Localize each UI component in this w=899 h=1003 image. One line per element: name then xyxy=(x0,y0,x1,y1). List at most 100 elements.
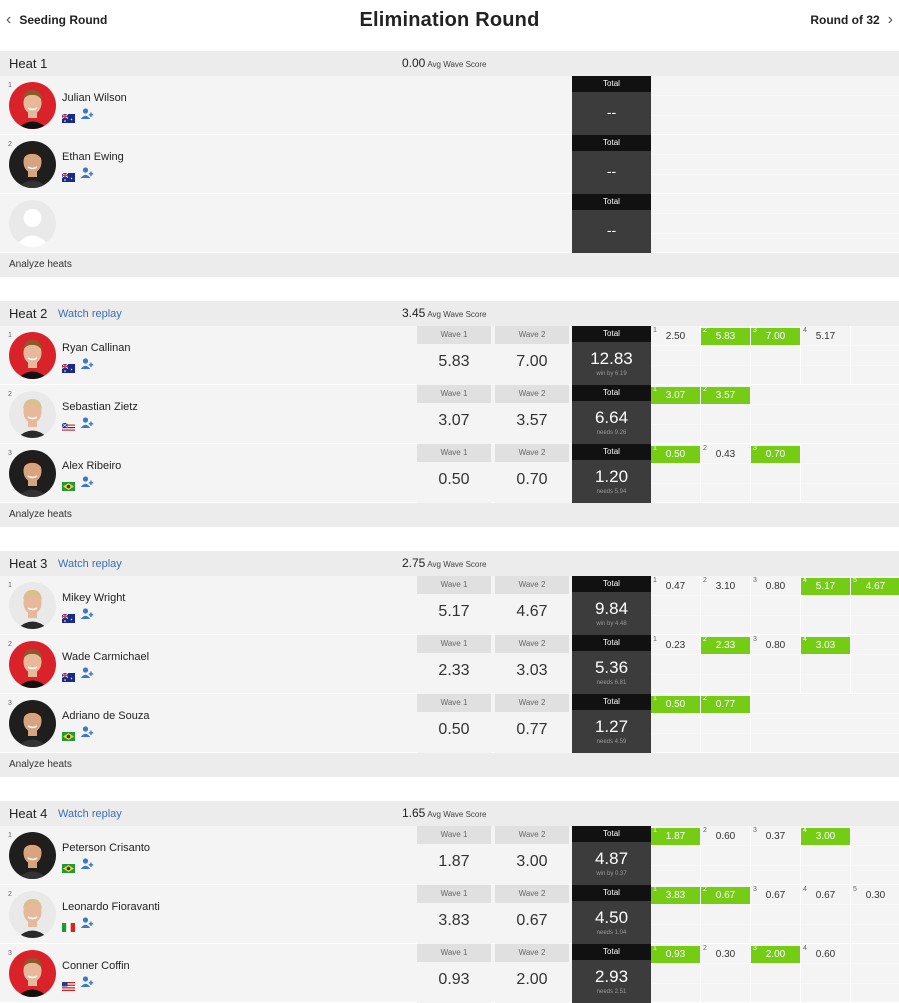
wave-cell[interactable]: 4.67 5 xyxy=(851,576,899,635)
wave-cell[interactable]: 0.43 2 xyxy=(701,444,751,503)
total-note: needs 2.51 xyxy=(596,989,627,995)
wave-cell[interactable]: 0.67 2 xyxy=(701,885,751,944)
total-value: 1.20 xyxy=(594,467,629,486)
surfer-name[interactable]: Ryan Callinan xyxy=(62,342,131,354)
wave-2-score: Wave 2 0.77 xyxy=(495,694,569,753)
add-person-icon[interactable] xyxy=(80,916,94,930)
wave-cell[interactable]: 0.37 3 xyxy=(751,826,801,885)
watch-replay-link[interactable]: Watch replay xyxy=(58,808,122,820)
surfer-name[interactable]: Wade Carmichael xyxy=(62,651,150,663)
wave-score: 3.83 xyxy=(651,887,700,904)
surfer-row[interactable]: 1 Julian Wilson Total -- xyxy=(0,76,899,135)
add-person-icon[interactable] xyxy=(80,166,94,180)
wave-cell[interactable]: 0.23 1 xyxy=(651,635,701,694)
surfer-name[interactable]: Adriano de Souza xyxy=(62,710,150,722)
surfer-row[interactable]: 1 Mikey Wright Wave 1 5.17 Wave 2 4.67 Total 9.… xyxy=(0,576,899,635)
total-note: needs 6.81 xyxy=(596,680,627,686)
wave-cell[interactable]: 5.17 4 xyxy=(801,326,851,385)
country-flag-icon xyxy=(62,860,75,873)
wave-cell[interactable]: 0.93 1 xyxy=(651,944,701,1003)
surfer-row[interactable]: 3 Conner Coffin Wave 1 0.93 Wave 2 2.00 Total 2… xyxy=(0,944,899,1003)
wave-cell[interactable]: 0.67 4 xyxy=(801,885,851,944)
total-score: Total 6.64 needs 9.26 xyxy=(572,385,651,444)
surfer-name[interactable]: Mikey Wright xyxy=(62,592,126,604)
wave-cell[interactable]: 3.07 1 xyxy=(651,385,701,444)
wave-grid xyxy=(651,135,899,194)
wave-cell[interactable]: 0.60 4 xyxy=(801,944,851,1003)
watch-replay-link[interactable]: Watch replay xyxy=(58,308,122,320)
wave-score: 5.17 xyxy=(801,578,850,595)
wave-number: 4 xyxy=(803,577,807,584)
country-flag-icon xyxy=(62,919,75,932)
wave-2-value: 7.00 xyxy=(516,353,548,370)
next-round-link[interactable]: Round of 32 › xyxy=(810,12,893,28)
wave-cell[interactable]: 1.87 1 xyxy=(651,826,701,885)
add-person-icon[interactable] xyxy=(80,475,94,489)
surfer-row[interactable]: 2 Leonardo Fioravanti Wave 1 3.83 Wave 2 0.67… xyxy=(0,885,899,944)
surfer-row[interactable]: 2 Ethan Ewing Total -- xyxy=(0,135,899,194)
wave-number: 2 xyxy=(703,945,707,952)
wave-score: 3.57 xyxy=(701,387,750,404)
wave-cell[interactable]: 0.80 3 xyxy=(751,576,801,635)
wave-1-score: Wave 1 3.07 xyxy=(417,385,491,444)
surfer-row[interactable]: Total -- xyxy=(0,194,899,253)
wave-cell[interactable]: 3.10 2 xyxy=(701,576,751,635)
wave-cell[interactable]: 0.70 3 xyxy=(751,444,801,503)
add-person-icon[interactable] xyxy=(80,107,94,121)
surfer-name[interactable]: Conner Coffin xyxy=(62,960,130,972)
wave-cell[interactable]: 0.77 2 xyxy=(701,694,751,753)
wave-cell[interactable]: 0.80 3 xyxy=(751,635,801,694)
surfer-name[interactable]: Alex Ribeiro xyxy=(62,460,122,472)
wave-2-value: 3.03 xyxy=(516,662,548,679)
wave-cell[interactable]: 3.03 4 xyxy=(801,635,851,694)
wave-2-value: 0.70 xyxy=(516,471,548,488)
surfer-name[interactable]: Leonardo Fioravanti xyxy=(62,901,160,913)
add-person-icon[interactable] xyxy=(80,666,94,680)
wave-cell[interactable]: 0.47 1 xyxy=(651,576,701,635)
watch-replay-link[interactable]: Watch replay xyxy=(58,558,122,570)
wave-cell[interactable]: 0.60 2 xyxy=(701,826,751,885)
wave-cell[interactable]: 3.57 2 xyxy=(701,385,751,444)
add-person-icon[interactable] xyxy=(80,607,94,621)
wave-cell[interactable]: 2.00 3 xyxy=(751,944,801,1003)
surfer-row[interactable]: 1 Ryan Callinan Wave 1 5.83 Wave 2 7.00 Total 1… xyxy=(0,326,899,385)
wave-cell[interactable]: 7.00 3 xyxy=(751,326,801,385)
analyze-heats-link[interactable]: Analyze heats xyxy=(0,253,899,277)
wave-cell[interactable]: 2.33 2 xyxy=(701,635,751,694)
wave-cell[interactable]: 0.30 5 xyxy=(851,885,899,944)
prev-round-link[interactable]: ‹ Seeding Round xyxy=(6,12,107,28)
wave-cell[interactable]: 5.83 2 xyxy=(701,326,751,385)
add-person-icon[interactable] xyxy=(80,857,94,871)
wave-score: 1.87 xyxy=(651,828,700,845)
wave-cell[interactable]: 0.67 3 xyxy=(751,885,801,944)
wave-number: 2 xyxy=(703,327,707,334)
wave-cell[interactable]: 5.17 4 xyxy=(801,576,851,635)
surfer-row[interactable]: 2 Sebastian Zietz Wave 1 3.07 Wave 2 3.57 Tota… xyxy=(0,385,899,444)
add-person-icon[interactable] xyxy=(80,725,94,739)
add-person-icon[interactable] xyxy=(80,416,94,430)
wave-cell[interactable]: 0.30 2 xyxy=(701,944,751,1003)
add-person-icon[interactable] xyxy=(80,975,94,989)
wave-1-value: 5.83 xyxy=(438,353,470,370)
surfer-row[interactable]: 3 Alex Ribeiro Wave 1 0.50 Wave 2 0.70 Total 1.… xyxy=(0,444,899,503)
heat-header: Heat 4 Watch replay 1.65 Avg Wave Score xyxy=(0,801,899,826)
wave-2-value: 3.57 xyxy=(516,412,548,429)
wave-cell[interactable]: 3.83 1 xyxy=(651,885,701,944)
surfer-row[interactable]: 2 Wade Carmichael Wave 1 2.33 Wave 2 3.03 Tota… xyxy=(0,635,899,694)
wave-cell[interactable]: 0.50 1 xyxy=(651,444,701,503)
surfer-name[interactable]: Julian Wilson xyxy=(62,92,127,104)
add-person-icon[interactable] xyxy=(80,357,94,371)
surfer-row[interactable]: 3 Adriano de Souza Wave 1 0.50 Wave 2 0.77 Tot… xyxy=(0,694,899,753)
analyze-heats-link[interactable]: Analyze heats xyxy=(0,503,899,527)
wave-cell[interactable]: 0.50 1 xyxy=(651,694,701,753)
surfer-row[interactable]: 1 Peterson Crisanto Wave 1 1.87 Wave 2 3.00 To… xyxy=(0,826,899,885)
wave-cell[interactable]: 3.00 4 xyxy=(801,826,851,885)
surfer-name[interactable]: Sebastian Zietz xyxy=(62,401,138,413)
surfer-name[interactable]: Peterson Crisanto xyxy=(62,842,151,854)
wave-1-score: Wave 1 0.93 xyxy=(417,944,491,1003)
wave-score: 0.47 xyxy=(665,581,686,592)
wave-number: 4 xyxy=(803,945,807,952)
wave-cell[interactable]: 2.50 1 xyxy=(651,326,701,385)
analyze-heats-link[interactable]: Analyze heats xyxy=(0,753,899,777)
surfer-name[interactable]: Ethan Ewing xyxy=(62,151,124,163)
